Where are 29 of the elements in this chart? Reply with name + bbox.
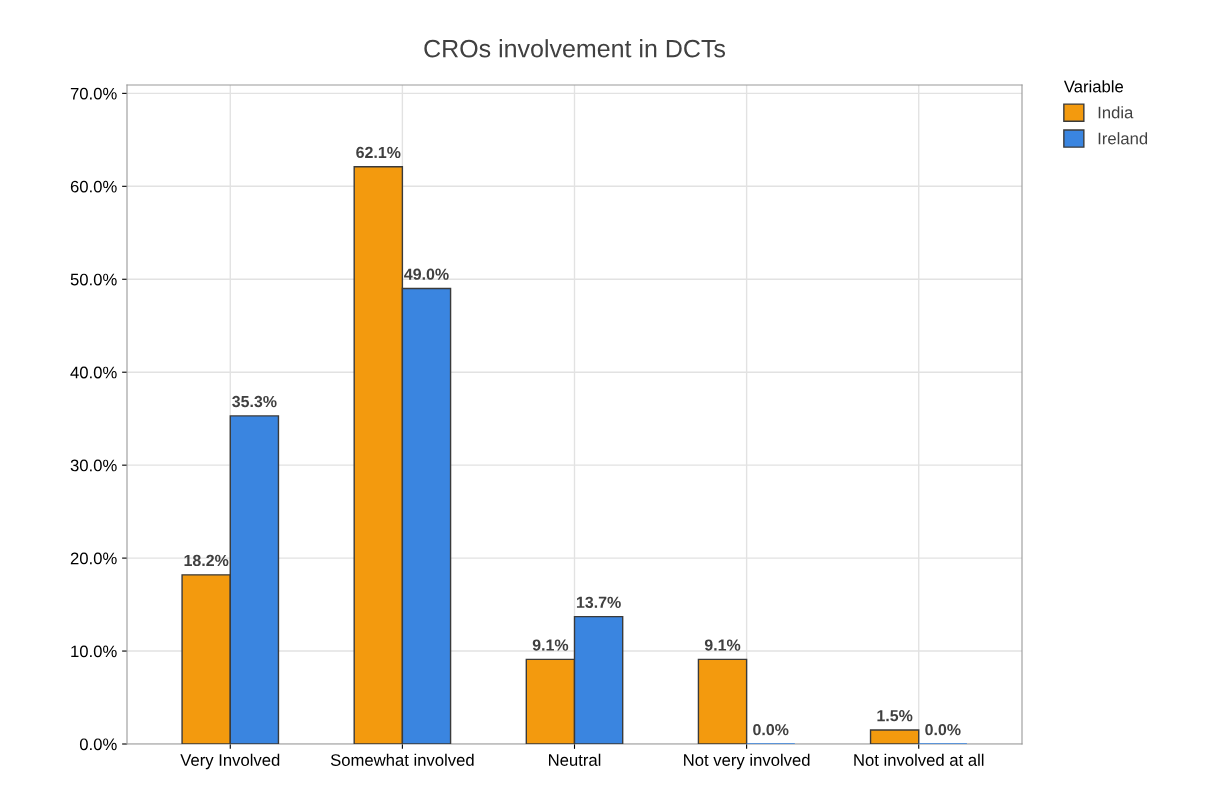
y-tick-label: 50.0% <box>70 273 117 286</box>
x-tick-label: Very Involved <box>180 753 280 770</box>
data-label: 62.1% <box>356 146 401 159</box>
x-tick-label: Not involved at all <box>854 753 984 766</box>
y-tick-label: 20.0% <box>70 552 117 565</box>
data-label: 0.0% <box>753 723 789 736</box>
y-tick-label: 40.0% <box>70 366 117 379</box>
y-tick-label: 10.0% <box>71 645 117 658</box>
x-tick-label: Neutral <box>549 753 601 766</box>
y-tick-label: 0.0% <box>79 738 117 751</box>
data-label: 9.1% <box>532 639 569 651</box>
legend-label: Ireland <box>1098 132 1148 145</box>
data-label: 35.3% <box>232 395 277 408</box>
x-tick-label: Somewhat involved <box>330 753 474 766</box>
bar <box>697 658 748 744</box>
chart-title: CROs involvement in DCTs <box>424 39 726 58</box>
data-label: 18.2% <box>184 554 229 567</box>
y-tick-label: 70.0% <box>70 87 117 100</box>
legend-title: Variable <box>1063 80 1124 93</box>
x-tick-label: Not very involved <box>684 753 810 770</box>
legend-label: India <box>1098 106 1134 119</box>
data-label: 1.5% <box>877 710 913 722</box>
data-label: 49.0% <box>404 268 449 280</box>
y-tick-label: 30.0% <box>70 459 117 472</box>
data-label: 13.7% <box>576 596 621 608</box>
data-label: 0.0% <box>925 723 961 736</box>
bar <box>869 729 920 744</box>
y-tick-label: 60.0% <box>70 180 117 193</box>
data-label: 9.1% <box>704 639 741 651</box>
